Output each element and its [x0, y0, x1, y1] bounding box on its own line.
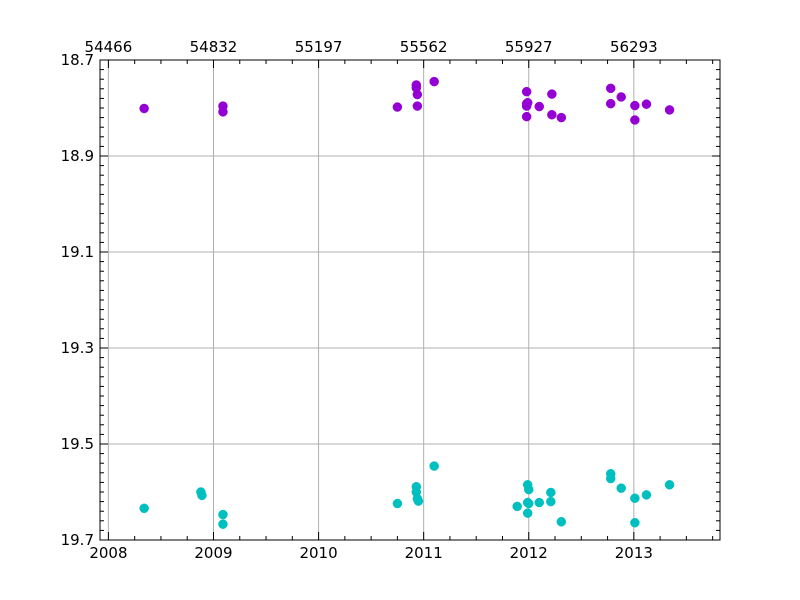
- data-point-series-2: [641, 490, 652, 500]
- data-point-series-1: [547, 89, 557, 99]
- data-point-series-2: [546, 487, 556, 498]
- data-point-series-1: [139, 103, 149, 114]
- data-point-series-2: [413, 496, 424, 506]
- y-tick-label: 19.1: [61, 243, 94, 261]
- data-point-series-1: [630, 115, 640, 125]
- data-point-series-1: [616, 92, 626, 102]
- data-point-series-1: [218, 107, 228, 117]
- data-point-series-1: [534, 101, 545, 112]
- data-point-series-2: [218, 519, 228, 529]
- data-point-series-1: [605, 98, 616, 109]
- x-tick-label-bottom: 2010: [299, 544, 337, 562]
- data-point-series-1: [521, 86, 532, 97]
- data-point-series-2: [630, 493, 640, 503]
- y-tick-label: 19.3: [61, 339, 94, 357]
- data-point-series-2: [392, 498, 403, 509]
- data-point-series-2: [523, 498, 534, 509]
- y-tick-label: 19.7: [61, 531, 94, 549]
- x-tick-label-top: 55927: [505, 38, 553, 56]
- data-point-series-2: [630, 517, 640, 528]
- data-point-series-1: [556, 112, 567, 123]
- x-tick-label-bottom: 2013: [615, 544, 653, 562]
- data-point-series-2: [664, 480, 675, 490]
- data-point-series-2: [534, 497, 545, 508]
- x-tick-label-bottom: 2009: [194, 544, 232, 562]
- data-point-series-2: [197, 490, 207, 501]
- x-tick-label-bottom: 2011: [405, 544, 443, 562]
- data-point-series-1: [605, 83, 616, 94]
- data-point-series-2: [556, 517, 567, 527]
- data-point-series-1: [392, 102, 403, 112]
- data-point-series-1: [664, 105, 675, 115]
- data-points: [139, 76, 675, 529]
- data-point-series-2: [546, 496, 556, 507]
- data-point-series-2: [512, 501, 522, 512]
- data-point-series-1: [547, 109, 557, 120]
- plot-frame: [99, 59, 721, 541]
- data-point-series-2: [616, 483, 626, 493]
- data-point-series-1: [412, 101, 423, 111]
- data-point-series-2: [429, 461, 439, 471]
- data-point-series-2: [139, 503, 149, 514]
- data-point-series-1: [412, 89, 423, 100]
- data-point-series-1: [522, 97, 533, 108]
- data-point-series-1: [521, 111, 532, 122]
- x-tick-label-top: 54832: [190, 38, 238, 56]
- y-tick-label: 18.9: [61, 147, 94, 165]
- data-point-series-1: [429, 76, 439, 87]
- x-tick-label-top: 54466: [85, 38, 133, 56]
- tick-labels: 2008 2009 2010 2011 2012 2013 54466 54832 55197 5…: [61, 38, 658, 562]
- x-tick-label-bottom: 2012: [510, 544, 548, 562]
- y-tick-label: 19.5: [61, 435, 94, 453]
- data-point-series-2: [218, 509, 228, 520]
- data-point-series-1: [641, 99, 652, 109]
- x-tick-label-top: 55197: [295, 38, 343, 56]
- data-point-series-1: [630, 100, 640, 111]
- x-tick-label-top: 55562: [400, 38, 448, 56]
- y-tick-label: 18.7: [61, 51, 94, 69]
- data-point-series-2: [523, 484, 534, 495]
- data-point-series-2: [522, 508, 533, 518]
- data-point-series-2: [605, 473, 616, 484]
- x-tick-label-top: 56293: [610, 38, 658, 56]
- x-tick-label-bottom: 2008: [89, 544, 127, 562]
